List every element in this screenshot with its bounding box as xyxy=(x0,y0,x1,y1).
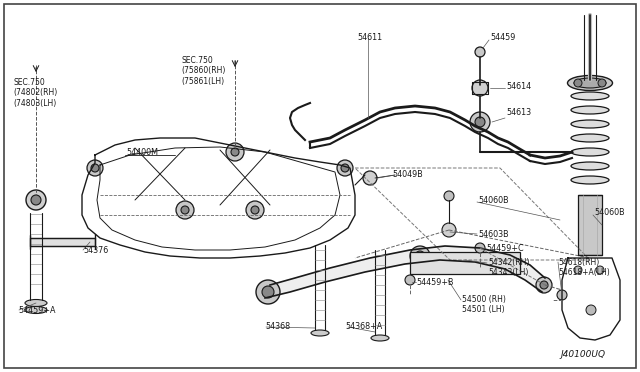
Text: 54049B: 54049B xyxy=(392,170,423,179)
Text: 54614: 54614 xyxy=(506,82,531,91)
Circle shape xyxy=(574,266,582,274)
Circle shape xyxy=(337,160,353,176)
Circle shape xyxy=(475,243,485,253)
Text: 54611: 54611 xyxy=(357,33,382,42)
Circle shape xyxy=(91,164,99,172)
Text: 54400M: 54400M xyxy=(126,148,158,157)
Text: 54060B: 54060B xyxy=(594,208,625,217)
Circle shape xyxy=(341,164,349,172)
Text: 54613: 54613 xyxy=(506,108,531,117)
Text: SEC.750
(74802(RH)
(74803(LH): SEC.750 (74802(RH) (74803(LH) xyxy=(13,78,57,108)
Circle shape xyxy=(586,305,596,315)
Ellipse shape xyxy=(371,335,389,341)
Circle shape xyxy=(536,277,552,293)
Ellipse shape xyxy=(25,307,47,314)
Circle shape xyxy=(598,79,606,87)
Text: 54459+C: 54459+C xyxy=(486,244,524,253)
Ellipse shape xyxy=(571,92,609,100)
Text: 54376: 54376 xyxy=(83,246,108,255)
Ellipse shape xyxy=(568,76,612,90)
Text: 54342(RH)
54343(LH): 54342(RH) 54343(LH) xyxy=(488,258,529,278)
Ellipse shape xyxy=(571,106,609,114)
Text: 54368: 54368 xyxy=(265,322,290,331)
Bar xyxy=(30,238,95,246)
Circle shape xyxy=(26,190,46,210)
Circle shape xyxy=(262,286,274,298)
Ellipse shape xyxy=(571,176,609,184)
Ellipse shape xyxy=(571,148,609,156)
Text: SEC.750
(75860(RH)
(75861(LH): SEC.750 (75860(RH) (75861(LH) xyxy=(181,56,225,86)
Circle shape xyxy=(472,80,488,96)
Text: 54500 (RH)
54501 (LH): 54500 (RH) 54501 (LH) xyxy=(462,295,506,314)
Circle shape xyxy=(470,112,490,132)
Bar xyxy=(410,252,520,274)
Text: 54459: 54459 xyxy=(490,33,515,42)
Ellipse shape xyxy=(571,120,609,128)
Circle shape xyxy=(442,223,456,237)
Circle shape xyxy=(176,201,194,219)
Ellipse shape xyxy=(571,162,609,170)
Circle shape xyxy=(363,171,377,185)
Polygon shape xyxy=(265,246,545,298)
Circle shape xyxy=(246,201,264,219)
Bar xyxy=(578,195,602,255)
Ellipse shape xyxy=(574,78,606,88)
Circle shape xyxy=(574,79,582,87)
Text: 54618(RH)
54618+A(LH): 54618(RH) 54618+A(LH) xyxy=(558,258,610,278)
Circle shape xyxy=(475,47,485,57)
Circle shape xyxy=(540,281,548,289)
Circle shape xyxy=(475,117,485,127)
Circle shape xyxy=(251,206,259,214)
Ellipse shape xyxy=(571,134,609,142)
Circle shape xyxy=(557,290,567,300)
Circle shape xyxy=(596,266,604,274)
Circle shape xyxy=(256,280,280,304)
Circle shape xyxy=(231,148,239,156)
Text: 54368+A: 54368+A xyxy=(345,322,382,331)
Text: 54060B: 54060B xyxy=(478,196,509,205)
Circle shape xyxy=(405,275,415,285)
Circle shape xyxy=(410,246,430,266)
Text: 54603B: 54603B xyxy=(478,230,509,239)
Circle shape xyxy=(87,160,103,176)
Circle shape xyxy=(444,191,454,201)
Circle shape xyxy=(226,143,244,161)
Text: 54459+B: 54459+B xyxy=(416,278,454,287)
Ellipse shape xyxy=(25,299,47,307)
Text: 54459+A: 54459+A xyxy=(18,306,56,315)
Circle shape xyxy=(415,251,425,261)
Ellipse shape xyxy=(311,330,329,336)
Circle shape xyxy=(31,195,41,205)
Circle shape xyxy=(181,206,189,214)
Text: J40100UQ: J40100UQ xyxy=(560,350,605,359)
